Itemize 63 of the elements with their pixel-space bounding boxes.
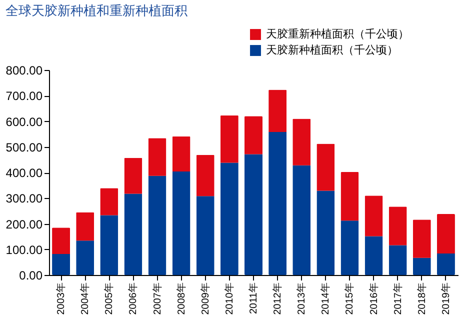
bar [268,90,287,132]
y-tick-label: 300.00 [6,192,43,206]
bar [220,162,238,275]
x-tick-label: 2015年 [344,282,356,315]
y-tick-label: 600.00 [6,114,43,129]
bar [220,115,238,163]
bar [316,144,335,191]
x-tick-label: 2016年 [368,282,380,315]
bar [148,176,166,275]
x-tick-label: 2018年 [416,282,428,315]
bar [100,215,118,275]
bar [76,240,94,275]
x-tick-label: 2008年 [175,282,188,315]
bar [340,172,359,221]
x-tick-label: 2014年 [320,282,332,315]
bar [52,228,70,254]
y-tick-label: 200.00 [6,217,43,232]
bar [124,194,142,275]
bar [172,136,190,172]
bar [292,165,311,275]
x-tick-label: 2009年 [199,282,212,315]
bar [52,254,70,275]
x-tick-label: 2012年 [272,282,284,315]
bar [388,206,407,246]
x-tick-label: 2003年 [55,282,68,315]
y-tick-label: 100.00 [6,242,43,257]
bar [292,118,311,166]
bar [196,196,214,275]
legend-label: 天胶重新种植面积（千公顷） [266,28,409,40]
bar [388,245,407,275]
x-tick-label: 2007年 [151,282,164,315]
bar [172,171,190,275]
bar [436,214,455,254]
bar [148,138,166,176]
x-tick-label: 2013年 [296,282,308,315]
x-tick-label: 2019年 [440,282,452,315]
chart-title: 全球天胶新种植和重新种植面积 [5,3,188,18]
bar [340,220,359,275]
legend-label: 天胶新种植面积（千公顷） [266,44,398,56]
y-tick-label: 0.00 [19,268,43,282]
bar [268,132,287,275]
x-tick-label: 2017年 [392,282,404,315]
bar [412,220,431,258]
bar [364,196,383,236]
bar [436,253,455,275]
y-tick-label: 400.00 [6,166,43,180]
y-tick-label: 500.00 [6,140,43,154]
x-tick-label: 2005年 [103,282,116,315]
bar [100,188,118,216]
bar [412,258,431,275]
bar [124,158,142,194]
x-tick-label: 2010年 [223,282,236,315]
bar [244,116,262,154]
y-tick-label: 800.00 [6,64,43,78]
y-tick-label: 700.00 [6,89,43,104]
bar [76,212,94,241]
bar [316,190,335,275]
bar [364,236,383,275]
bar [244,154,262,275]
bar [196,154,214,196]
x-tick-label: 2011年 [248,282,260,314]
x-tick-label: 2004年 [79,282,92,315]
x-tick-label: 2006年 [127,282,140,315]
